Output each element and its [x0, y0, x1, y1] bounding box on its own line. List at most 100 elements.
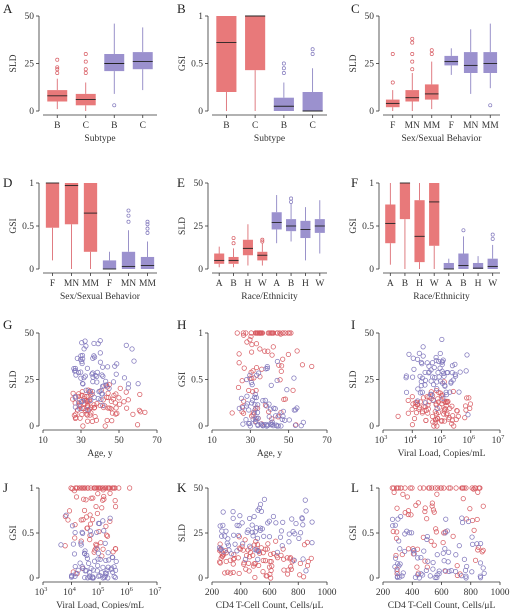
scatter-point-blue	[123, 342, 129, 348]
scatter-point-blue	[411, 366, 417, 372]
outlier-point	[145, 226, 150, 231]
scatter-point-blue	[71, 366, 77, 372]
scatter-point-red	[479, 549, 485, 555]
scatter-point-blue	[104, 382, 110, 388]
panel-label: G	[3, 317, 12, 332]
scatter-point-blue	[79, 352, 86, 358]
scatter-point-blue	[410, 355, 416, 361]
scatter-point-red	[103, 532, 110, 538]
scatter-point-red	[433, 417, 439, 423]
scatter-point-blue	[402, 548, 408, 555]
scatter-point-blue	[91, 394, 97, 400]
scatter-point-blue	[94, 373, 100, 379]
x-tick-label: B	[402, 279, 408, 289]
scatter-point-red	[112, 504, 119, 510]
x-tick-label: MN	[121, 279, 136, 289]
scatter-point-blue	[72, 404, 78, 410]
scatter-point-blue	[112, 575, 118, 581]
panel-b: B 0 0.5 1 GSI B C B C Subtype	[177, 1, 327, 144]
y-axis-title: GSI	[178, 372, 188, 387]
scatter-point-blue	[239, 520, 245, 526]
scatter-point-blue	[399, 573, 405, 579]
scatter-point-red	[100, 397, 106, 403]
x-tick-label: 1000	[491, 588, 510, 598]
scatter-point-blue	[395, 516, 401, 522]
scatter-point-blue	[100, 364, 106, 370]
y-axis-title: SLD	[349, 54, 359, 72]
scatter-point-red	[444, 412, 450, 418]
scatter-point-red	[248, 369, 254, 375]
panel-g: G 0 25 50 SLD 10 30 50 70 Age, y	[3, 317, 162, 459]
scatter-point-blue	[88, 565, 94, 571]
scatter-point-blue	[430, 382, 437, 388]
scatter-point-blue	[254, 535, 261, 541]
scatter-point-blue	[418, 383, 424, 389]
scatter-point-blue	[242, 556, 248, 562]
scatter-point-blue	[260, 398, 266, 404]
scatter-point-red	[428, 389, 434, 395]
scatter-point-blue	[430, 374, 436, 380]
y-axis-title: GSI	[349, 525, 359, 540]
scatter-point-red	[400, 491, 406, 497]
scatter-point-blue	[280, 408, 286, 414]
scatter-point-blue	[112, 363, 118, 369]
x-tick-label: 103	[35, 586, 48, 598]
scatter-point-red	[424, 516, 430, 522]
scatter-point-red	[274, 555, 281, 561]
y-tick-label: 25	[194, 222, 204, 232]
scatter-point-blue	[94, 568, 100, 574]
scatter-point-red	[254, 330, 260, 336]
scatter-point-red	[100, 497, 106, 503]
scatter-point-blue	[100, 518, 106, 524]
scatter-point-red	[425, 410, 431, 416]
scatter-point-red	[113, 405, 119, 411]
x-tick-label: B	[223, 121, 229, 131]
outlier-point	[260, 237, 265, 242]
scatter-point-blue	[77, 406, 83, 412]
scatter-point-red	[409, 394, 415, 400]
x-tick-label: MN	[405, 121, 420, 131]
y-axis-title: SLD	[178, 524, 188, 542]
scatter-point-blue	[251, 513, 257, 520]
panel-label: J	[3, 480, 8, 495]
scatter-point-red	[450, 388, 456, 394]
x-tick-label: W	[315, 279, 324, 289]
scatter-point-red	[263, 573, 269, 579]
scatter-point-red	[449, 421, 455, 427]
scatter-point-red	[78, 517, 84, 523]
scatter-point-red	[259, 366, 265, 372]
scatter-point-red	[230, 561, 236, 567]
scatter-point-red	[235, 384, 242, 391]
scatter-point-red	[116, 395, 122, 401]
x-tick-label: 50	[284, 436, 294, 446]
scatter-point-blue	[230, 509, 236, 515]
y-tick-label: 0	[369, 422, 374, 432]
box-mm	[83, 183, 98, 252]
scatter-point-blue	[90, 388, 96, 395]
scatter-point-blue	[442, 530, 448, 536]
x-tick-label: C	[140, 121, 146, 131]
scatter-point-blue	[85, 407, 91, 413]
scatter-point-blue	[264, 403, 270, 409]
scatter-point-blue	[69, 523, 76, 529]
scatter-point-red	[71, 412, 77, 418]
x-axis-title: Race/Ethnicity	[241, 292, 298, 302]
scatter-point-red	[449, 403, 455, 409]
scatter-point-red	[405, 508, 412, 514]
scatter-point-red	[73, 494, 80, 500]
scatter-point-blue	[270, 513, 276, 520]
scatter-point-blue	[265, 520, 271, 526]
y-tick-label: 1	[198, 329, 203, 339]
scatter-point-blue	[279, 416, 285, 422]
box-w	[257, 251, 268, 261]
scatter-point-blue	[88, 397, 94, 403]
scatter-point-red	[137, 391, 143, 397]
scatter-point-blue	[430, 397, 436, 403]
x-tick-label: F	[107, 279, 112, 289]
panel-label: I	[351, 317, 355, 332]
scatter-point-blue	[463, 575, 469, 581]
